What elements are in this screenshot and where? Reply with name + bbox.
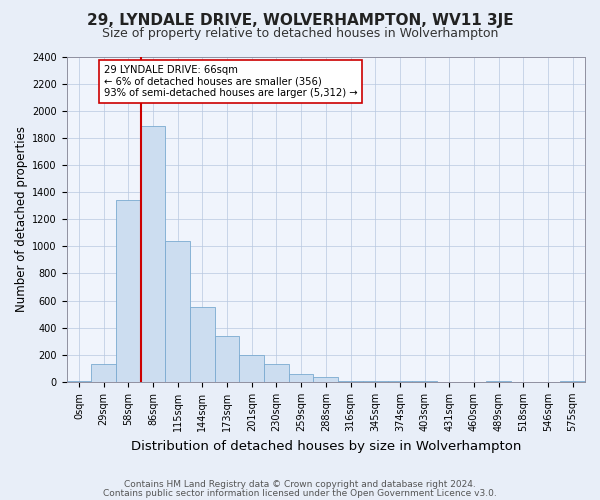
Bar [190,308,215,382]
Text: 29 LYNDALE DRIVE: 66sqm
← 6% of detached houses are smaller (356)
93% of semi-de: 29 LYNDALE DRIVE: 66sqm ← 6% of detached… [104,64,357,98]
Bar [67,380,91,382]
Bar [166,241,190,382]
Bar [313,377,338,382]
Text: Contains public sector information licensed under the Open Government Licence v3: Contains public sector information licen… [103,488,497,498]
Text: Size of property relative to detached houses in Wolverhampton: Size of property relative to detached ho… [102,28,498,40]
Bar [560,380,585,382]
Bar [338,380,363,382]
Text: 29, LYNDALE DRIVE, WOLVERHAMPTON, WV11 3JE: 29, LYNDALE DRIVE, WOLVERHAMPTON, WV11 3… [86,12,514,28]
Bar [264,364,289,382]
Bar [116,200,140,382]
Y-axis label: Number of detached properties: Number of detached properties [15,126,28,312]
Bar [140,126,166,382]
X-axis label: Distribution of detached houses by size in Wolverhampton: Distribution of detached houses by size … [131,440,521,452]
Bar [239,355,264,382]
Bar [289,374,313,382]
Bar [363,380,388,382]
Bar [215,336,239,382]
Text: Contains HM Land Registry data © Crown copyright and database right 2024.: Contains HM Land Registry data © Crown c… [124,480,476,489]
Bar [91,364,116,382]
